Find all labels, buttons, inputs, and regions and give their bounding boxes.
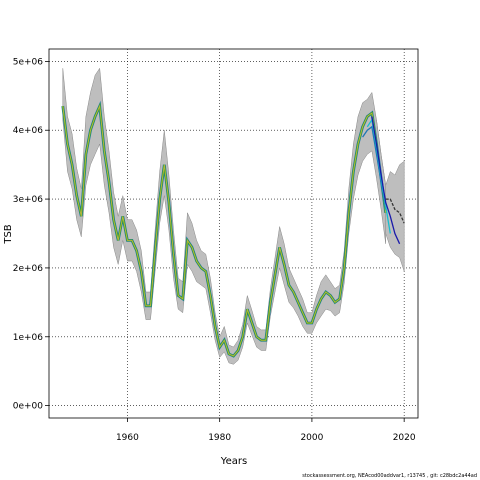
y-axis-label: TSB [3, 224, 14, 244]
y-tick-label: 1e+06 [13, 333, 44, 343]
retro-line-navy [371, 116, 401, 245]
y-axis: 0e+00 1e+06 2e+06 3e+06 4e+06 5e+06 [13, 57, 49, 412]
plot-frame [48, 48, 419, 419]
y-tick-label: 3e+06 [13, 195, 44, 205]
y-tick-label: 4e+06 [13, 126, 44, 136]
tsb-line-olive [62, 104, 387, 357]
x-tick-label: 1960 [116, 433, 139, 443]
retro-line-black [385, 198, 405, 224]
footer-credit: stockassessment.org, NEAcod00addvar1, r1… [302, 473, 477, 479]
x-tick-label: 1980 [208, 433, 231, 443]
x-tick-label: 2000 [300, 433, 323, 443]
series-lines [61, 100, 405, 358]
y-tick-label: 2e+06 [13, 264, 44, 274]
y-tick-label: 0e+00 [13, 402, 44, 412]
x-axis-label: Years [220, 456, 247, 467]
confidence-band [62, 67, 386, 365]
x-tick-label: 2020 [393, 433, 416, 443]
x-axis: 1960 1980 2000 2020 [116, 418, 416, 443]
y-tick-label: 5e+06 [13, 57, 44, 67]
